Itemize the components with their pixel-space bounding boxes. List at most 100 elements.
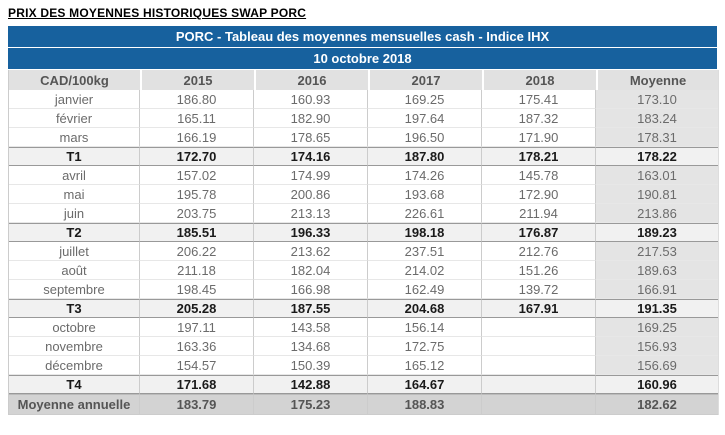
value-cell: 187.32 [482, 109, 596, 128]
row-label: mars [9, 128, 140, 147]
value-cell: 195.78 [140, 185, 254, 204]
table-row: octobre 197.11 143.58 156.14 169.25 [9, 318, 718, 337]
table-row: juin 203.75 213.13 226.61 211.94 213.86 [9, 204, 718, 223]
value-cell: 212.76 [482, 242, 596, 261]
summary-row: T3 205.28 187.55 204.68 167.91 191.35 [9, 299, 718, 318]
row-label: octobre [9, 318, 140, 337]
moyenne-cell: 182.62 [596, 394, 718, 415]
value-cell: 157.02 [140, 166, 254, 185]
value-cell: 182.90 [254, 109, 368, 128]
value-cell: 178.65 [254, 128, 368, 147]
row-label: août [9, 261, 140, 280]
moyenne-cell: 156.93 [596, 337, 718, 356]
table-title-banner: PORC - Tableau des moyennes mensuelles c… [8, 26, 717, 47]
value-cell: 174.99 [254, 166, 368, 185]
value-cell: 176.87 [482, 223, 596, 242]
value-cell: 211.94 [482, 204, 596, 223]
table-row: avril 157.02 174.99 174.26 145.78 163.01 [9, 166, 718, 185]
value-cell: 197.64 [368, 109, 482, 128]
row-label: T2 [9, 223, 140, 242]
value-cell: 214.02 [368, 261, 482, 280]
value-cell: 226.61 [368, 204, 482, 223]
table-row: janvier 186.80 160.93 169.25 175.41 173.10 [9, 90, 718, 109]
value-cell: 172.75 [368, 337, 482, 356]
row-label: juin [9, 204, 140, 223]
row-label: T3 [9, 299, 140, 318]
value-cell: 171.68 [140, 375, 254, 394]
table-row: février 165.11 182.90 197.64 187.32 183.24 [9, 109, 718, 128]
column-header-2018: 2018 [482, 70, 596, 90]
value-cell: 188.83 [368, 394, 482, 415]
value-cell: 165.12 [368, 356, 482, 375]
value-cell: 142.88 [254, 375, 368, 394]
value-cell: 167.91 [482, 299, 596, 318]
value-cell: 178.21 [482, 147, 596, 166]
value-cell [482, 337, 596, 356]
moyenne-cell: 178.31 [596, 128, 718, 147]
table-row: décembre 154.57 150.39 165.12 156.69 [9, 356, 718, 375]
moyenne-cell: 189.23 [596, 223, 718, 242]
column-header-2015: 2015 [140, 70, 254, 90]
value-cell: 213.13 [254, 204, 368, 223]
value-cell: 165.11 [140, 109, 254, 128]
value-cell: 205.28 [140, 299, 254, 318]
value-cell: 237.51 [368, 242, 482, 261]
value-cell: 196.50 [368, 128, 482, 147]
value-cell: 206.22 [140, 242, 254, 261]
value-cell [482, 318, 596, 337]
table-row: novembre 163.36 134.68 172.75 156.93 [9, 337, 718, 356]
moyenne-cell: 178.22 [596, 147, 718, 166]
price-table: CAD/100kg 2015 2016 2017 2018 Moyenne ja… [8, 70, 719, 415]
summary-row: T4 171.68 142.88 164.67 160.96 [9, 375, 718, 394]
row-label: juillet [9, 242, 140, 261]
value-cell: 139.72 [482, 280, 596, 299]
row-label: avril [9, 166, 140, 185]
moyenne-cell: 156.69 [596, 356, 718, 375]
value-cell [482, 356, 596, 375]
value-cell [482, 375, 596, 394]
column-header-moyenne: Moyenne [596, 70, 718, 90]
value-cell: 185.51 [140, 223, 254, 242]
value-cell: 150.39 [254, 356, 368, 375]
value-cell: 203.75 [140, 204, 254, 223]
table-row: mars 166.19 178.65 196.50 171.90 178.31 [9, 128, 718, 147]
moyenne-cell: 166.91 [596, 280, 718, 299]
value-cell: 183.79 [140, 394, 254, 415]
table-row: septembre 198.45 166.98 162.49 139.72 166.91 [9, 280, 718, 299]
moyenne-cell: 190.81 [596, 185, 718, 204]
value-cell [482, 394, 596, 415]
value-cell: 160.93 [254, 90, 368, 109]
row-label: septembre [9, 280, 140, 299]
moyenne-cell: 163.01 [596, 166, 718, 185]
row-label: Moyenne annuelle [9, 394, 140, 415]
moyenne-cell: 191.35 [596, 299, 718, 318]
value-cell: 164.67 [368, 375, 482, 394]
value-cell: 193.68 [368, 185, 482, 204]
value-cell: 175.23 [254, 394, 368, 415]
value-cell: 187.80 [368, 147, 482, 166]
value-cell: 182.04 [254, 261, 368, 280]
moyenne-cell: 189.63 [596, 261, 718, 280]
column-header-2016: 2016 [254, 70, 368, 90]
table-body: janvier 186.80 160.93 169.25 175.41 173.10 fév… [9, 90, 718, 415]
value-cell: 156.14 [368, 318, 482, 337]
moyenne-cell: 183.24 [596, 109, 718, 128]
row-label: T4 [9, 375, 140, 394]
page-title: PRIX DES MOYENNES HISTORIQUES SWAP PORC [8, 6, 307, 20]
value-cell: 166.19 [140, 128, 254, 147]
row-label: décembre [9, 356, 140, 375]
value-cell: 213.62 [254, 242, 368, 261]
row-label: novembre [9, 337, 140, 356]
value-cell: 186.80 [140, 90, 254, 109]
table-row: août 211.18 182.04 214.02 151.26 189.63 [9, 261, 718, 280]
value-cell: 204.68 [368, 299, 482, 318]
value-cell: 172.70 [140, 147, 254, 166]
value-cell: 196.33 [254, 223, 368, 242]
value-cell: 134.68 [254, 337, 368, 356]
value-cell: 174.26 [368, 166, 482, 185]
value-cell: 151.26 [482, 261, 596, 280]
value-cell: 198.18 [368, 223, 482, 242]
page: PRIX DES MOYENNES HISTORIQUES SWAP PORC … [8, 6, 719, 415]
value-cell: 163.36 [140, 337, 254, 356]
row-label: février [9, 109, 140, 128]
